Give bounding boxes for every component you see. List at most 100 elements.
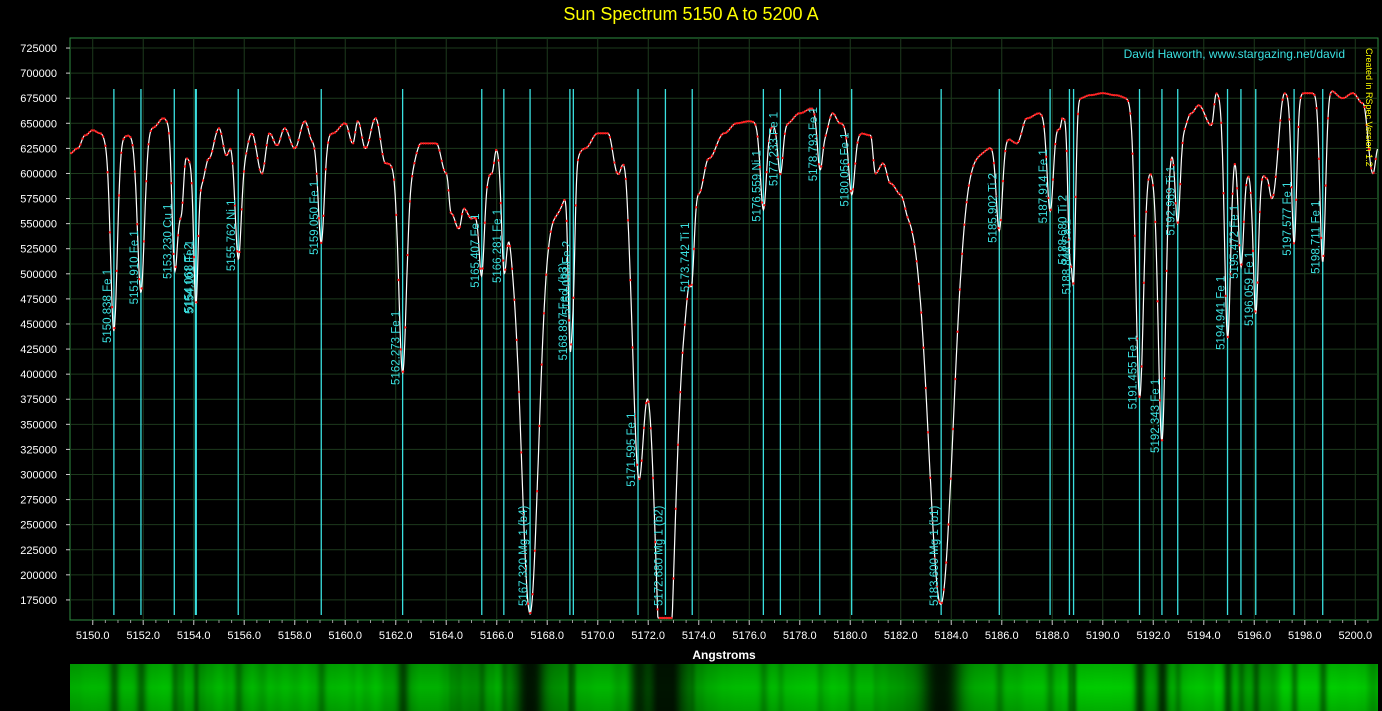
data-point — [888, 181, 891, 184]
data-point — [499, 201, 502, 205]
data-point — [242, 170, 246, 173]
data-point — [1097, 92, 1100, 95]
y-tick-label: 525000 — [20, 244, 57, 256]
data-point — [424, 142, 427, 145]
data-point — [947, 523, 950, 526]
data-point — [1267, 184, 1271, 187]
data-point — [729, 127, 732, 130]
element-line-label: 5192.969 Ti 1 — [1166, 166, 1178, 236]
data-point — [340, 123, 343, 127]
data-point — [1026, 117, 1030, 120]
data-point — [635, 463, 639, 466]
data-point — [106, 171, 109, 174]
data-point — [597, 132, 600, 135]
data-point — [238, 250, 241, 254]
data-point — [588, 143, 591, 146]
data-point — [358, 124, 362, 128]
data-point — [342, 122, 346, 125]
data-point — [1158, 399, 1162, 402]
data-point — [442, 168, 446, 172]
data-point — [188, 161, 191, 164]
data-point — [1308, 92, 1312, 95]
y-tick-label: 425000 — [20, 344, 57, 356]
data-point — [592, 135, 596, 138]
data-point — [406, 253, 409, 257]
data-point — [631, 346, 634, 349]
data-point — [1038, 112, 1041, 115]
element-line-label: 5195.472 Fe 1 — [1229, 205, 1241, 279]
data-point — [974, 159, 977, 162]
data-point — [186, 157, 189, 160]
data-point — [804, 110, 807, 113]
data-point — [954, 377, 957, 381]
data-point — [1049, 208, 1052, 211]
data-point — [570, 343, 573, 346]
data-point — [122, 138, 125, 141]
data-point — [829, 116, 832, 119]
y-tick-label: 250000 — [20, 520, 57, 532]
data-point — [1322, 254, 1325, 258]
data-point — [331, 132, 334, 135]
data-point — [1199, 105, 1202, 108]
data-point — [1313, 93, 1316, 97]
data-point — [79, 143, 82, 146]
x-tick-label: 5198.0 — [1288, 630, 1322, 642]
data-point — [413, 162, 416, 165]
data-point — [540, 363, 543, 366]
data-point — [885, 173, 889, 176]
data-point — [449, 211, 452, 214]
data-point — [1258, 210, 1262, 214]
data-point — [629, 278, 632, 282]
data-point — [1060, 117, 1064, 120]
data-point — [1374, 157, 1377, 161]
data-point — [1370, 167, 1373, 170]
data-point — [1063, 118, 1066, 121]
data-point — [747, 120, 750, 123]
data-point — [876, 169, 880, 173]
data-point — [1001, 179, 1005, 183]
data-point — [910, 230, 914, 234]
data-point — [1190, 112, 1193, 115]
x-tick-label: 5170.0 — [581, 630, 615, 642]
data-point — [183, 165, 187, 168]
data-point — [613, 161, 616, 164]
data-point — [963, 223, 966, 226]
data-point — [622, 163, 625, 167]
data-point — [1004, 149, 1007, 153]
data-point — [1160, 439, 1164, 442]
data-point — [929, 476, 932, 479]
data-point — [560, 203, 564, 207]
y-tick-label: 325000 — [20, 444, 57, 456]
data-point — [501, 259, 505, 262]
data-point — [642, 426, 646, 430]
data-point — [572, 296, 575, 299]
data-point — [667, 616, 671, 620]
data-point — [1276, 148, 1280, 151]
data-point — [508, 244, 512, 248]
data-point — [1306, 92, 1309, 95]
x-tick-label: 5186.0 — [985, 630, 1019, 642]
data-point — [95, 130, 98, 133]
data-point — [1135, 337, 1139, 340]
data-point — [940, 601, 943, 605]
data-point — [517, 390, 521, 394]
data-point — [990, 148, 993, 151]
data-point — [826, 125, 830, 128]
data-point — [261, 172, 264, 175]
data-point — [1201, 109, 1205, 112]
y-tick-label: 300000 — [20, 470, 57, 482]
data-point — [883, 164, 886, 168]
data-point — [601, 132, 605, 135]
data-point — [1254, 310, 1257, 313]
data-point — [1165, 269, 1168, 273]
data-point — [129, 135, 132, 139]
data-point — [760, 201, 764, 204]
data-point — [649, 427, 652, 430]
data-point — [249, 133, 252, 136]
data-point — [1206, 120, 1209, 123]
data-point — [463, 207, 466, 210]
data-point — [863, 132, 866, 136]
data-point — [395, 213, 398, 217]
data-point — [765, 170, 768, 174]
data-point — [140, 287, 143, 290]
